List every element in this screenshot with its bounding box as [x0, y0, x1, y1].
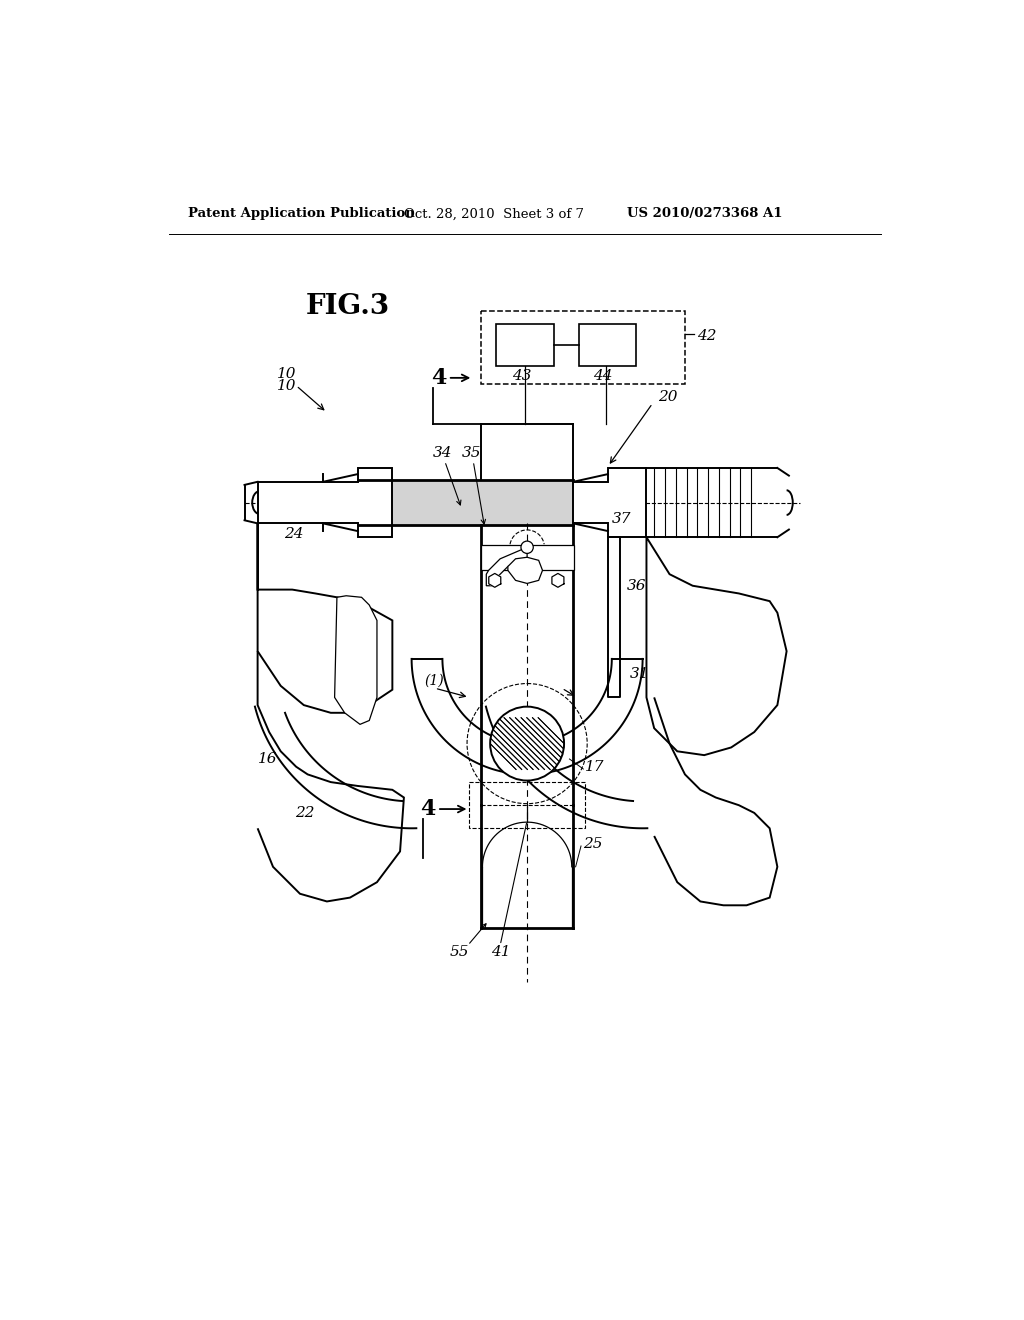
Text: 42: 42	[697, 329, 717, 342]
Bar	[481, 312, 685, 384]
Polygon shape	[552, 573, 564, 587]
Text: 4: 4	[420, 799, 435, 820]
Bar	[579, 323, 637, 367]
Text: 25: 25	[584, 837, 603, 850]
Polygon shape	[335, 595, 377, 725]
Text: 43: 43	[512, 368, 532, 383]
Polygon shape	[481, 545, 574, 570]
Text: 36: 36	[628, 578, 647, 593]
Text: 10: 10	[276, 379, 296, 392]
Text: US 2010/0273368 A1: US 2010/0273368 A1	[628, 207, 782, 220]
Text: 31: 31	[630, 668, 649, 681]
Polygon shape	[608, 537, 620, 697]
Bar	[469, 781, 585, 829]
Text: 55: 55	[451, 945, 470, 958]
Text: 16: 16	[258, 752, 278, 766]
Text: 17: 17	[585, 760, 604, 774]
Text: 35: 35	[462, 446, 481, 461]
Text: 4: 4	[431, 367, 446, 389]
Text: 34: 34	[432, 446, 452, 461]
Polygon shape	[258, 469, 392, 537]
Polygon shape	[508, 557, 543, 583]
Polygon shape	[488, 573, 501, 587]
Text: 10: 10	[276, 367, 296, 381]
Polygon shape	[573, 469, 646, 537]
Text: 44: 44	[593, 368, 612, 383]
Circle shape	[521, 541, 534, 553]
Text: 41: 41	[490, 945, 510, 958]
Text: Oct. 28, 2010  Sheet 3 of 7: Oct. 28, 2010 Sheet 3 of 7	[403, 207, 584, 220]
Bar	[497, 323, 554, 367]
Text: 37: 37	[611, 512, 632, 525]
Text: Patent Application Publication: Patent Application Publication	[188, 207, 415, 220]
Polygon shape	[646, 537, 786, 755]
Text: FIG.3: FIG.3	[306, 293, 390, 319]
Polygon shape	[258, 524, 392, 713]
Text: 20: 20	[658, 391, 678, 404]
Circle shape	[490, 706, 564, 780]
Text: (1): (1)	[425, 673, 444, 688]
Polygon shape	[486, 548, 527, 586]
Text: 22: 22	[295, 807, 314, 820]
Text: 24: 24	[285, 527, 304, 541]
